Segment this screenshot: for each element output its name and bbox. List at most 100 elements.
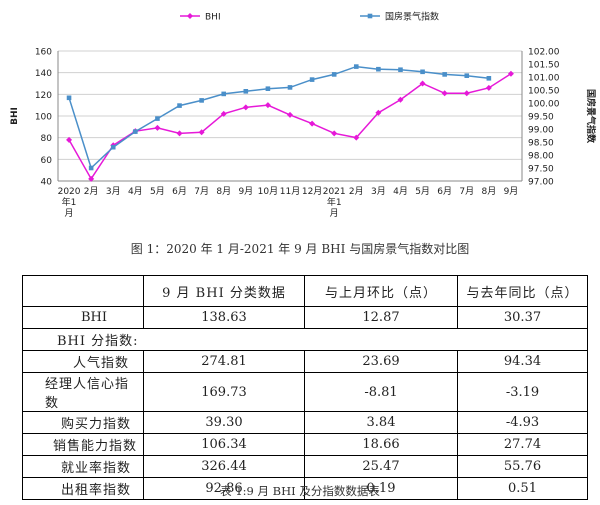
legend-label: BHI bbox=[205, 13, 221, 23]
data-point bbox=[486, 76, 492, 81]
x-tick-label: 8月 bbox=[481, 186, 496, 197]
y-tick-label: 160 bbox=[35, 48, 52, 58]
table-cell: 25.47 bbox=[304, 455, 458, 478]
table-cell: 326.44 bbox=[143, 455, 305, 478]
x-tick-label: 6月 bbox=[172, 186, 187, 197]
y-tick-label: 100 bbox=[35, 113, 52, 123]
data-point bbox=[287, 111, 293, 118]
y2-tick-label: 101.00 bbox=[528, 74, 560, 84]
table-cell: 138.63 bbox=[143, 306, 305, 329]
x-tick-label: 9月 bbox=[504, 186, 519, 197]
table-caption: 表 1:9 月 BHI 及分指数数据表 bbox=[220, 484, 380, 498]
section-label: BHI 分指数: bbox=[22, 328, 305, 351]
x-tick-label: 2月 bbox=[349, 186, 364, 197]
data-point bbox=[88, 175, 95, 182]
table-cell: 169.73 bbox=[143, 372, 305, 412]
table-cell: 92.86 bbox=[143, 477, 305, 500]
y2-tick-label: 99.00 bbox=[528, 126, 554, 136]
table-cell: 12.87 bbox=[304, 306, 458, 329]
table-cell: 94.34 bbox=[457, 350, 588, 373]
y-tick-label: 140 bbox=[35, 69, 52, 79]
series-line-housing-index bbox=[68, 65, 489, 170]
table-cell: 27.74 bbox=[457, 433, 588, 456]
table-header-row: 9 月 BHI 分类数据 与上月环比（点） 与去年同比（点） bbox=[22, 275, 588, 307]
data-point bbox=[353, 64, 359, 69]
table-cell: -3.19 bbox=[457, 372, 588, 412]
x-tick-label: 10月 bbox=[258, 186, 278, 197]
y-tick-label: 120 bbox=[35, 91, 52, 101]
y-tick-label: 40 bbox=[41, 178, 53, 188]
x-tick-label: 2021 年1 月 bbox=[323, 187, 346, 219]
data-point bbox=[353, 134, 360, 141]
table-cell: 0.19 bbox=[304, 477, 458, 500]
bhi-data-table: 9 月 BHI 分类数据 与上月环比（点） 与去年同比（点） BHI 138.6… bbox=[22, 275, 588, 500]
data-point bbox=[419, 80, 426, 87]
data-point bbox=[485, 84, 492, 91]
legend-marker bbox=[187, 13, 193, 19]
data-point bbox=[331, 130, 338, 137]
data-point bbox=[199, 98, 204, 103]
data-point bbox=[154, 124, 161, 131]
data-point bbox=[220, 110, 227, 117]
x-tick-label: 4月 bbox=[128, 186, 143, 197]
table-cell: 55.76 bbox=[457, 455, 588, 478]
table-section-row: BHI 分指数: bbox=[22, 328, 588, 351]
x-tick-label: 3月 bbox=[371, 186, 386, 197]
row-label: 购买力指数 bbox=[22, 411, 144, 434]
table-cell: 274.81 bbox=[143, 350, 305, 373]
row-label: 出租率指数 bbox=[22, 477, 144, 500]
table-row: 销售能力指数 106.34 18.66 27.74 bbox=[22, 433, 588, 456]
x-tick-label: 3月 bbox=[106, 186, 121, 197]
table-cell: 3.84 bbox=[304, 411, 458, 434]
table-header-cell: 9 月 BHI 分类数据 bbox=[143, 275, 305, 307]
table-row: 出租率指数 92.86 0.19 0.51 bbox=[22, 477, 588, 500]
table-header-cell bbox=[22, 275, 144, 307]
data-point bbox=[376, 66, 381, 72]
y-tick-label: 60 bbox=[41, 156, 53, 166]
x-tick-label: 5月 bbox=[150, 186, 165, 197]
y2-axis-title: 国房景气指数 bbox=[585, 89, 597, 144]
x-tick-label: 2月 bbox=[84, 186, 99, 197]
table-cell: 18.66 bbox=[304, 433, 458, 456]
legend-label: 国房景气指数 bbox=[385, 11, 439, 23]
row-label: BHI bbox=[22, 306, 144, 329]
x-tick-label: 7月 bbox=[194, 186, 209, 197]
row-label: 就业率指数 bbox=[22, 455, 144, 478]
data-point bbox=[198, 129, 205, 136]
y2-tick-label: 100.50 bbox=[528, 87, 560, 97]
row-label: 销售能力指数 bbox=[22, 433, 144, 456]
data-point bbox=[398, 67, 403, 73]
data-point bbox=[176, 130, 183, 137]
table-cell: 39.30 bbox=[143, 411, 305, 434]
x-tick-label: 9月 bbox=[238, 186, 253, 197]
data-point bbox=[464, 73, 470, 78]
table-cell: 106.34 bbox=[143, 433, 305, 456]
table-cell: 30.37 bbox=[457, 306, 588, 329]
x-tick-label: 7月 bbox=[459, 186, 474, 197]
y2-tick-label: 98.50 bbox=[528, 139, 554, 149]
data-point bbox=[242, 104, 249, 111]
y2-tick-label: 102.00 bbox=[528, 48, 560, 58]
y2-tick-label: 97.50 bbox=[528, 165, 554, 175]
x-tick-label: 4月 bbox=[393, 186, 408, 197]
data-point bbox=[155, 116, 160, 121]
x-tick-label: 5月 bbox=[415, 186, 430, 197]
table-row-bhi: BHI 138.63 12.87 30.37 bbox=[22, 306, 588, 329]
y-axis-title: BHI bbox=[10, 107, 20, 125]
data-point bbox=[309, 120, 316, 127]
bhi-vs-housing-index-chart: 40 60 80 100 120 140 160 97.00 97.50 98.00 98.50 99… bbox=[10, 11, 597, 220]
data-point bbox=[442, 72, 447, 77]
chart-area: 40 60 80 100 120 140 160 97.00 97.50 98.00 98.50 99… bbox=[0, 0, 600, 230]
data-point bbox=[287, 85, 293, 90]
table-row: 就业率指数 326.44 25.47 55.76 bbox=[22, 455, 588, 478]
table-row: 人气指数 274.81 23.69 94.34 bbox=[22, 350, 588, 373]
data-point bbox=[309, 77, 315, 82]
table-cell: 0.51 bbox=[457, 477, 588, 500]
table-header-cell: 与上月环比（点） bbox=[304, 275, 458, 307]
data-point bbox=[88, 165, 94, 171]
table-cell: -8.81 bbox=[304, 372, 458, 412]
x-tick-label: 6月 bbox=[437, 186, 452, 197]
data-point bbox=[441, 90, 448, 97]
row-label: 经理人信心指数 bbox=[22, 372, 144, 412]
data-point bbox=[375, 109, 382, 116]
